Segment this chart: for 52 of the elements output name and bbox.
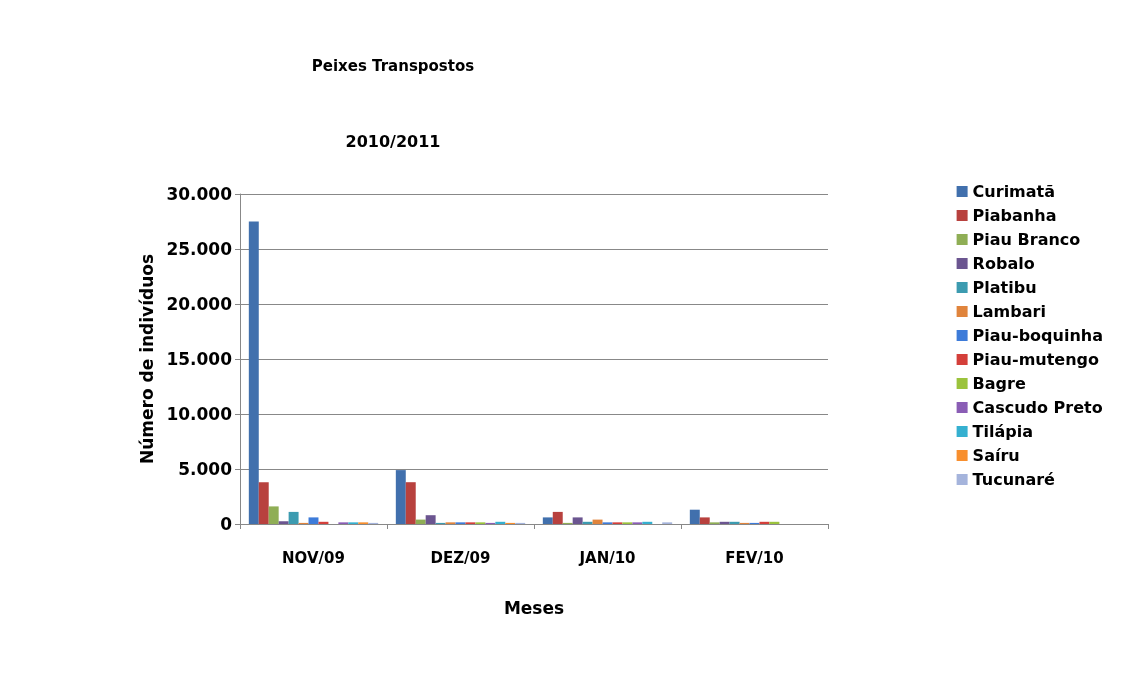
bar [642,521,653,524]
y-tick-label: 10.000 [166,404,233,424]
y-tick-label: 0 [220,514,233,534]
bar [769,521,780,524]
bar [719,521,730,524]
x-tick-label: FEV/10 [725,548,784,567]
x-tick-label: JAN/10 [578,548,636,567]
chart-subtitle: 2010/2011 [345,131,441,151]
legend-label: Piabanha [972,206,1057,225]
legend-label: Piau-mutengo [972,350,1100,369]
bar [592,519,603,524]
bar [248,221,259,524]
legend-label: Piau-boquinha [972,326,1103,345]
bar [582,521,593,524]
x-axis-title: Meses [503,597,565,618]
bar [258,482,269,524]
bar [405,482,416,524]
bar [542,517,553,524]
legend-label: Tilápia [972,422,1034,441]
legend-label: Saíru [972,446,1020,465]
bar [729,521,740,524]
bar [759,521,770,524]
bar [572,517,583,524]
legend-label: Tucunaré [972,470,1056,489]
chart-title: Peixes Transpostos [311,56,475,75]
bar [689,509,700,524]
legend-label: Piau Branco [972,230,1081,249]
y-axis-title: Número de indivíduos [136,253,157,465]
bar [425,515,436,524]
bar [308,517,319,524]
bar [699,517,710,524]
legend-label: Cascudo Preto [972,398,1103,417]
y-tick-label: 15.000 [166,349,233,369]
bar [552,511,563,524]
y-tick-label: 25.000 [166,239,233,259]
bar [415,519,426,524]
legend-label: Robalo [972,254,1035,273]
bar [278,521,289,524]
bar [495,521,506,524]
bar [318,521,329,524]
y-tick-label: 20.000 [166,294,233,314]
legend-label: Bagre [972,374,1026,393]
legend-label: Curimatã [972,182,1056,201]
x-tick-label: DEZ/09 [430,548,491,567]
y-tick-label: 5.000 [178,459,233,479]
x-tick-label: NOV/09 [282,548,345,567]
bar [395,470,406,524]
bar [288,511,299,524]
legend-label: Lambari [972,302,1046,321]
y-tick-label: 30.000 [166,184,233,204]
bar [268,506,279,524]
legend-label: Platibu [972,278,1037,297]
